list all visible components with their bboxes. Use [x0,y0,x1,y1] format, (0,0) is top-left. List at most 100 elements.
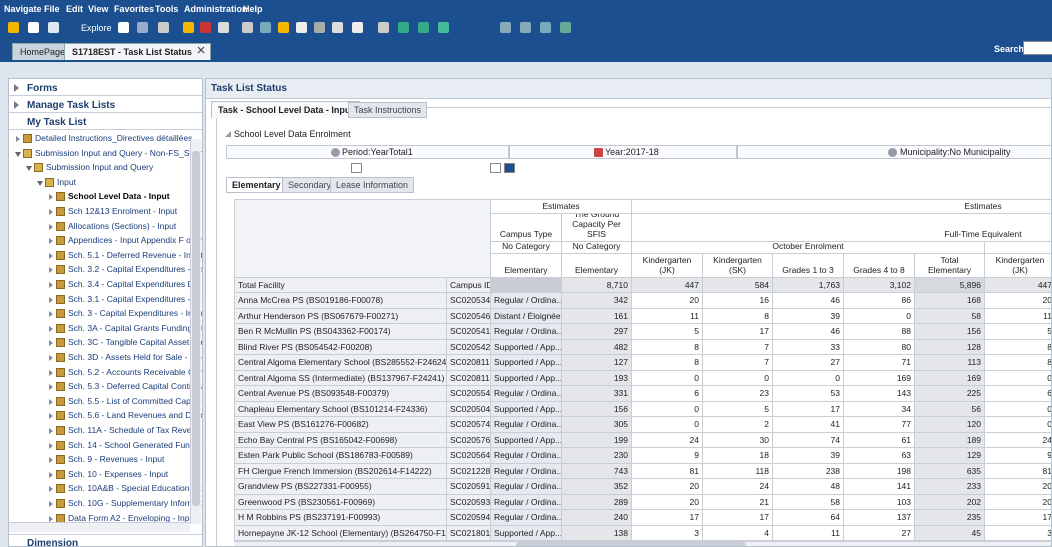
toolbar-icon[interactable] [296,22,307,33]
tree-node[interactable]: Sch. 3A - Capital Grants Funding - I [68,323,203,333]
pov-member[interactable]: Period:YearTotal1 [226,145,509,159]
menu-item[interactable]: Favorites [114,4,154,14]
tree-node[interactable]: Sch. 5.1 - Deferred Revenue - Input [68,250,203,260]
toolbar-icon[interactable] [48,22,59,33]
toolbar-icon[interactable] [137,22,148,33]
tree-node[interactable]: Input [57,177,203,187]
section-header[interactable]: My Task List [9,114,202,130]
tree-expander[interactable] [49,209,53,215]
toolbar-icon[interactable] [352,22,363,33]
menu-item[interactable]: Help [243,4,263,14]
toolbar-icon[interactable] [520,22,531,33]
section-header[interactable]: Manage Task Lists [9,97,202,113]
toolbar-icon[interactable] [278,22,289,33]
tree-node[interactable]: Sch. 9 - Revenues - Input [68,454,203,464]
tree-node[interactable]: Sch. 5.6 - Land Revenues and Defic [68,410,203,420]
tree-expander[interactable] [49,501,53,507]
tree-expander[interactable] [49,267,53,273]
tab[interactable]: Task Instructions [348,102,427,118]
tree-node[interactable]: Submission Input and Query - Non-FS_Soum… [35,148,203,158]
sub-tab[interactable]: Lease Information [330,177,414,193]
tab[interactable]: Task - School Level Data - Input [211,101,360,118]
tree-expander[interactable] [15,152,21,157]
tree-expander[interactable] [49,311,53,317]
menu-item[interactable]: Administration [184,4,248,14]
tree-expander[interactable] [49,472,53,478]
tree-expander[interactable] [26,166,32,171]
tree-node[interactable]: Sch. 5.2 - Accounts Receivable Con [68,367,203,377]
toolbar-icon[interactable] [158,22,169,33]
tree-node[interactable]: Sch. 3.4 - Capital Expenditures Det [68,279,203,289]
toolbar-icon[interactable] [28,22,39,33]
tree-node[interactable]: Sch. 10G - Supplementary Informat [68,498,203,508]
tree-expander[interactable] [49,224,53,230]
scroll-thumb[interactable] [516,542,746,547]
tree-node[interactable]: Sch. 5.5 - List of Committed Capital [68,396,203,406]
sub-tab[interactable]: Secondary [282,177,337,193]
tree-expander[interactable] [16,136,20,142]
tree-expander[interactable] [49,297,53,303]
toolbar-icon[interactable] [560,22,571,33]
tree-expander[interactable] [49,194,53,200]
section-header[interactable]: Dimension [9,534,202,547]
close-icon[interactable] [197,46,205,56]
sub-tab[interactable]: Elementary [226,177,287,193]
tree-node[interactable]: Sch. 14 - School Generated Funds - [68,440,203,450]
scroll-thumb[interactable] [192,151,200,506]
toolbar-icon[interactable] [314,22,325,33]
toolbar-icon[interactable] [418,22,429,33]
toolbar-icon[interactable] [378,22,389,33]
tree-expander[interactable] [49,384,53,390]
toolbar-icon[interactable] [260,22,271,33]
menu-item[interactable]: Navigate [4,4,42,14]
toolbar-icon[interactable] [200,22,211,33]
search-input[interactable] [1023,41,1052,55]
tree-expander[interactable] [49,399,53,405]
tree-expander[interactable] [49,253,53,259]
tree-node[interactable]: Allocations (Sections) - Input [68,221,203,231]
tree-node[interactable]: Sch. 3D - Assets Held for Sale - Inp [68,352,203,362]
pov-member[interactable]: Municipality:No Municipality [737,145,1052,159]
tree-expander[interactable] [49,355,53,361]
tree-expander[interactable] [49,238,53,244]
tree-node[interactable]: Detailed Instructions_Directives détaill… [35,133,203,143]
section-header[interactable]: Forms [9,80,202,96]
tree-expander[interactable] [49,413,53,419]
toolbar-icon[interactable] [438,22,449,33]
tree-node[interactable]: Sch. 5.3 - Deferred Capital Contribu [68,381,203,391]
menu-item[interactable]: File [44,4,60,14]
toolbar-button[interactable]: Explore [81,23,112,33]
tree-node[interactable]: Sch. 3C - Tangible Capital Asset Co [68,337,203,347]
toolbar-icon[interactable] [398,22,409,33]
tree-node[interactable]: Sch. 3.1 - Capital Expenditures - Mi [68,294,203,304]
tree-node[interactable]: Sch. 11A - Schedule of Tax Revenu [68,425,203,435]
tree-node[interactable]: Sch. 3 - Capital Expenditures - Input [68,308,203,318]
toolbar-icon[interactable] [332,22,343,33]
go-button[interactable] [504,163,515,173]
tree-expander[interactable] [49,443,53,449]
tree-expander[interactable] [49,486,53,492]
tree-expander[interactable] [49,370,53,376]
tree-expander[interactable] [49,340,53,346]
tab[interactable]: S1718EST - Task List Status [64,43,211,60]
tree-node[interactable]: Sch. 10 - Expenses - Input [68,469,203,479]
tree-node[interactable]: Sch. 10A&B - Special Education Exp [68,483,203,493]
tree-node[interactable]: Sch 12&13 Enrolment - Input [68,206,203,216]
tree-node[interactable]: Submission Input and Query [46,162,203,172]
toolbar-icon[interactable] [500,22,511,33]
tree-expander[interactable] [49,326,53,332]
tree-node[interactable]: Sch. 3.2 - Capital Expenditures - Ca [68,264,203,274]
tree-expander[interactable] [37,181,43,186]
menu-item[interactable]: Tools [155,4,178,14]
toolbar-icon[interactable] [242,22,253,33]
pov-member[interactable]: Year:2017-18 [509,145,737,159]
toolbar-icon[interactable] [540,22,551,33]
dropdown[interactable] [351,163,362,173]
toolbar-icon[interactable] [218,22,229,33]
menu-item[interactable]: Edit [66,4,83,14]
tree-expander[interactable] [49,516,53,522]
menu-item[interactable]: View [88,4,108,14]
dropdown[interactable] [490,163,501,173]
tree-expander[interactable] [49,428,53,434]
toolbar-icon[interactable] [118,22,129,33]
